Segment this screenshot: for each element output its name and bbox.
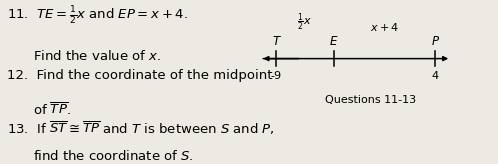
Text: 13.  If $\overline{ST} \cong \overline{TP}$ and $T$ is between $S$ and $P,$: 13. If $\overline{ST} \cong \overline{TP… [6,120,274,137]
Text: of $\overline{TP}.$: of $\overline{TP}.$ [33,101,71,118]
Text: 4: 4 [432,71,439,81]
Text: P: P [432,35,439,48]
Text: T: T [273,35,280,48]
Text: E: E [330,35,337,48]
Text: $\frac{1}{2}x$: $\frac{1}{2}x$ [297,11,312,33]
Text: $x+4$: $x+4$ [370,21,399,33]
Text: find the coordinate of $S.$: find the coordinate of $S.$ [33,149,194,163]
Text: Find the value of $x.$: Find the value of $x.$ [33,50,161,63]
Text: -9: -9 [271,71,282,81]
Text: 11.  $TE = \frac{1}{2}x$ and $EP = x + 4.$: 11. $TE = \frac{1}{2}x$ and $EP = x + 4.… [6,5,188,27]
Text: 12.  Find the coordinate of the midpoint: 12. Find the coordinate of the midpoint [6,69,272,82]
Text: Questions 11-13: Questions 11-13 [325,95,416,105]
